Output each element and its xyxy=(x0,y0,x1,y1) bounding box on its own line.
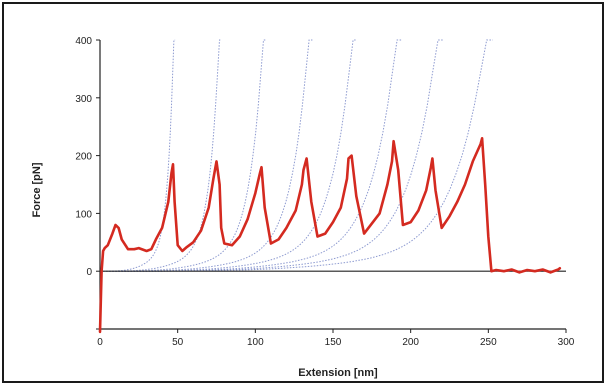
x-tick-label: 150 xyxy=(325,337,342,348)
fit-curve xyxy=(118,39,402,272)
x-tick-label: 50 xyxy=(172,337,184,348)
force-trace xyxy=(98,137,562,334)
fit-curve xyxy=(103,39,176,272)
axis-ticks: 0 100 200 300 400 0 50 100 150 200 250 300 xyxy=(75,36,574,348)
fit-curves xyxy=(103,39,493,272)
x-tick-label: 200 xyxy=(402,337,419,348)
force-trace-line xyxy=(98,137,562,334)
x-tick-label: 250 xyxy=(480,337,497,348)
fit-curve xyxy=(124,39,493,272)
x-tick-label: 100 xyxy=(247,337,264,348)
y-axis-label: Force [pN] xyxy=(31,162,43,217)
y-tick-label: 0 xyxy=(86,267,92,278)
x-tick-label: 300 xyxy=(558,337,575,348)
x-axis-label: Extension [nm] xyxy=(298,367,378,379)
y-tick-label: 200 xyxy=(75,152,92,163)
y-tick-label: 300 xyxy=(75,94,92,105)
fit-curve xyxy=(109,39,267,272)
fit-curve xyxy=(112,39,313,272)
force-extension-chart: 0 100 200 300 400 0 50 100 150 200 250 300 Extensio… xyxy=(31,36,575,379)
y-tick-label: 400 xyxy=(75,36,92,47)
fit-curve xyxy=(106,39,222,272)
x-tick-label: 0 xyxy=(97,337,103,348)
y-tick-label: 100 xyxy=(75,209,92,220)
